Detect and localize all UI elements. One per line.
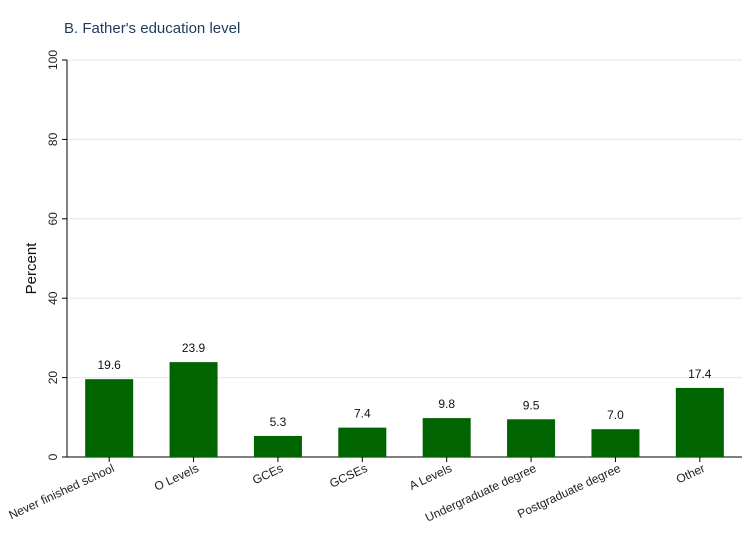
y-tick-label: 60 [46,212,60,226]
bar [591,429,640,457]
x-tick-label: O Levels [152,461,201,494]
y-axis-ticks: 0 20 40 60 80 100 [46,50,67,460]
y-tick-label: 20 [46,371,60,385]
x-tick-label: A Levels [407,461,454,493]
bar-value-label: 17.4 [688,367,712,381]
x-tick-label: Other [674,461,707,486]
bar [338,427,387,457]
bar [169,362,218,457]
bar [422,418,471,457]
chart-title: B. Father's education level [64,20,241,37]
y-tick-label: 100 [46,50,60,70]
bar [253,435,302,457]
bar-value-label: 5.3 [270,415,287,429]
x-tick-label: GCSEs [327,461,369,491]
bar-value-label: 7.4 [354,407,371,421]
bar-value-label: 23.9 [182,341,206,355]
x-axis-ticks: Never finished school O Levels GCEs GCSEs A … [7,457,707,525]
y-tick-label: 0 [46,453,60,460]
bar-value-label: 9.5 [523,398,540,412]
x-tick-label: Never finished school [7,461,117,522]
y-tick-label: 40 [46,291,60,305]
bar-value-label: 19.6 [98,358,122,372]
y-tick-label: 80 [46,132,60,146]
bar [675,387,724,457]
bar [507,419,556,457]
y-axis-title: Percent [23,242,40,295]
bar [85,379,134,457]
x-tick-label: GCEs [250,461,285,487]
bar-value-label: 9.8 [438,397,455,411]
bars: 19.6 23.9 5.3 7.4 9.8 9.5 7.0 17.4 [85,341,724,457]
gridlines [67,59,742,379]
bar-value-label: 7.0 [607,408,624,422]
